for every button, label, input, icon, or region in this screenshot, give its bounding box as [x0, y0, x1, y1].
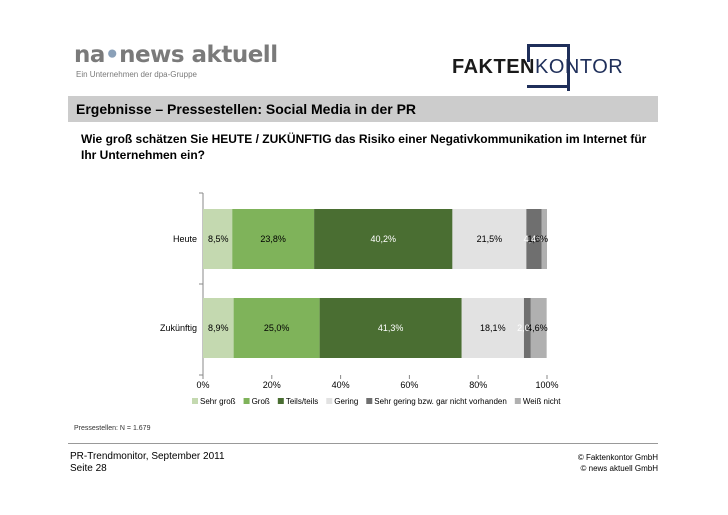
data-label: 23,8% — [260, 234, 286, 244]
survey-question: Wie groß schätzen Sie HEUTE / ZUKÜNFTIG … — [81, 132, 647, 162]
page-title: Ergebnisse – Pressestellen: Social Media… — [76, 101, 417, 117]
x-tick-label: 20% — [263, 380, 281, 390]
bar-segment — [530, 298, 547, 358]
bar-segment — [203, 298, 234, 358]
bar-segment — [526, 209, 542, 269]
bar-segment — [523, 298, 531, 358]
data-label: 8,9% — [208, 323, 229, 333]
legend-swatch — [326, 398, 333, 404]
footer-copyright-newsaktuell: © news aktuell GmbH — [580, 464, 658, 473]
sample-size-note: Pressestellen: N = 1.679 — [74, 425, 151, 432]
footer-copyright-faktenkontor: © Faktenkontor GmbH — [577, 453, 658, 462]
news-aktuell-logo-subtitle: Ein Unternehmen der dpa-Gruppe — [76, 70, 197, 79]
legend-swatch — [366, 398, 373, 404]
bar-segment — [452, 209, 527, 269]
data-label: 4,6% — [527, 323, 548, 333]
footer-source: PR-Trendmonitor, September 2011 — [70, 451, 225, 462]
legend-swatch — [192, 398, 198, 404]
faktenkontor-logo-frame — [527, 44, 570, 91]
category-label: Heute — [173, 234, 197, 244]
data-label: 40,2% — [370, 234, 396, 244]
faktenkontor-logo-frame-left — [527, 44, 530, 62]
data-label: 8,5% — [208, 234, 229, 244]
footer-divider — [68, 443, 658, 444]
data-label: 21,5% — [477, 234, 503, 244]
bar-segment — [461, 298, 524, 358]
bar-segment — [541, 209, 547, 269]
data-label: 18,1% — [480, 323, 506, 333]
bar-segment — [232, 209, 315, 269]
legend-label: Sehr groß — [200, 397, 236, 406]
data-label: 1,6% — [527, 234, 548, 244]
faktenkontor-logo-frame-bottom — [527, 85, 570, 88]
x-tick-label: 0% — [196, 380, 209, 390]
bar-segment — [233, 298, 320, 358]
x-tick-label: 60% — [400, 380, 418, 390]
bar-segment — [203, 209, 233, 269]
bar-segment — [319, 298, 462, 358]
data-label: 25,0% — [264, 323, 290, 333]
x-tick-label: 40% — [332, 380, 350, 390]
legend-label: Weiß nicht — [523, 397, 561, 406]
legend-swatch — [243, 398, 250, 404]
category-label: Zukünftig — [160, 323, 197, 333]
news-aktuell-logo: na•news aktuell — [74, 42, 278, 68]
faktenkontor-logo: FAKTENKONTOR — [452, 56, 624, 78]
legend-label: Sehr gering bzw. gar nicht vorhanden — [374, 397, 507, 406]
data-label: 4,4% — [524, 234, 545, 244]
footer-page-number: Seite 28 — [70, 463, 107, 474]
data-label: 2,0% — [517, 323, 538, 333]
x-tick-label: 80% — [469, 380, 487, 390]
x-tick-label: 100% — [535, 380, 558, 390]
legend-label: Teils/teils — [286, 397, 318, 406]
legend-label: Groß — [252, 397, 270, 406]
legend-swatch — [514, 398, 521, 404]
bar-segment — [314, 209, 453, 269]
legend-swatch — [277, 398, 284, 404]
legend-label: Gering — [334, 397, 358, 406]
data-label: 41,3% — [378, 323, 404, 333]
title-bar: Ergebnisse – Pressestellen: Social Media… — [68, 96, 658, 122]
